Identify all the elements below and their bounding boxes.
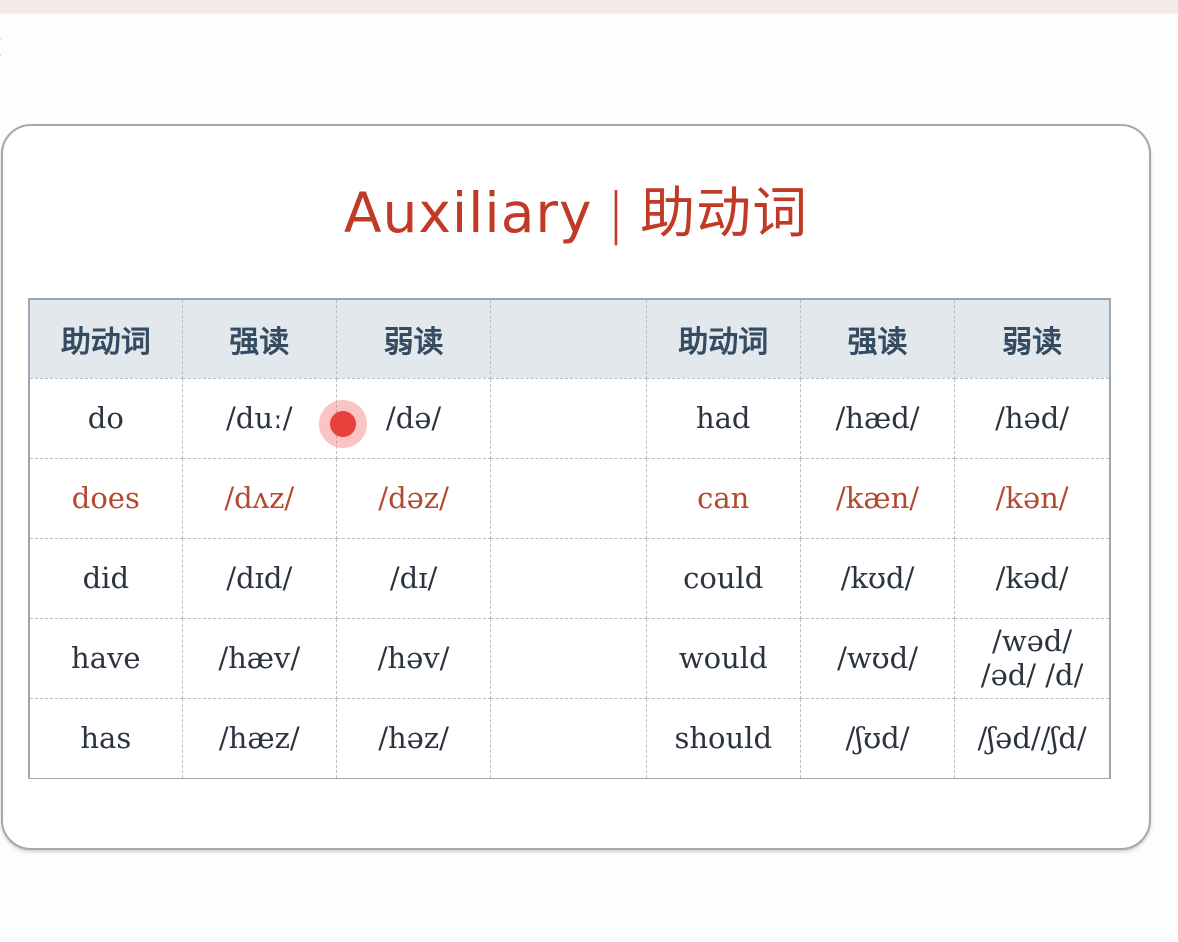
cell-strong: /hæz/ (181, 697, 337, 778)
cell-strong: /wʊd/ (799, 617, 956, 699)
cell-word: had (645, 377, 801, 459)
cell-spacer (490, 617, 647, 699)
cell-weak: /dɪ/ (335, 537, 492, 619)
cell-strong: /duː/ (181, 377, 337, 459)
cell-weak: /kəd/ (954, 537, 1109, 619)
cell-strong: /hæv/ (181, 617, 337, 699)
red-pointer-dot-core (330, 411, 356, 437)
slide-title: Auxiliary | 助动词 (3, 168, 1149, 248)
top-strip (0, 0, 1178, 14)
cell-strong: /kʊd/ (799, 537, 956, 619)
cell-weak: /həv/ (335, 617, 492, 699)
cell-word: would (645, 617, 801, 699)
cell-strong: /dʌz/ (181, 457, 337, 539)
header-auxiliary-right: 助动词 (645, 300, 801, 379)
slide-card: Auxiliary | 助动词 助动词 强读 弱读 助动词 强读 弱读 (1, 124, 1151, 850)
header-strong-left: 强读 (181, 300, 337, 379)
cell-word: should (645, 697, 801, 778)
cell-strong: /dɪd/ (181, 537, 337, 619)
header-strong-right: 强读 (799, 300, 956, 379)
cell-word: could (645, 537, 801, 619)
cell-word: can (645, 457, 801, 539)
cell-word: has (30, 697, 183, 778)
table-row: did /dɪd/ /dɪ/ could /kʊd/ /kəd/ (30, 537, 1109, 619)
back-chevron-icon[interactable]: ‹ (0, 20, 3, 66)
cell-word: do (30, 377, 183, 459)
cell-spacer (490, 377, 647, 459)
cell-weak: /ʃəd//ʃd/ (954, 697, 1109, 778)
cell-weak: /wəd/ /əd/ /d/ (954, 617, 1109, 699)
cell-weak: /kən/ (954, 457, 1109, 539)
cell-weak: /həz/ (335, 697, 492, 778)
table-row: has /hæz/ /həz/ should /ʃʊd/ /ʃəd//ʃd/ (30, 697, 1109, 778)
pronunciation-table: 助动词 强读 弱读 助动词 强读 弱读 do /duː/ /də/ had /h… (28, 298, 1111, 779)
cell-weak: /həd/ (954, 377, 1109, 459)
cell-strong: /hæd/ (799, 377, 956, 459)
cell-weak: /dəz/ (335, 457, 492, 539)
cell-strong: /kæn/ (799, 457, 956, 539)
cell-weak: /də/ (335, 377, 492, 459)
cell-spacer (490, 697, 647, 778)
cell-word: did (30, 537, 183, 619)
cell-word: have (30, 617, 183, 699)
table-header-row: 助动词 强读 弱读 助动词 强读 弱读 (30, 300, 1109, 379)
header-weak-left: 弱读 (335, 300, 492, 379)
table-row: have /hæv/ /həv/ would /wʊd/ /wəd/ /əd/ … (30, 617, 1109, 699)
slide-title-separator: | (606, 181, 627, 245)
red-pointer-dot-icon (319, 400, 367, 448)
slide-title-zh: 助动词 (640, 181, 809, 245)
slide-title-en: Auxiliary (343, 181, 593, 245)
header-spacer (490, 300, 647, 379)
cell-strong: /ʃʊd/ (799, 697, 956, 778)
header-auxiliary-left: 助动词 (30, 300, 183, 379)
table-row: does /dʌz/ /dəz/ can /kæn/ /kən/ (30, 457, 1109, 539)
header-weak-right: 弱读 (954, 300, 1109, 379)
table-row: do /duː/ /də/ had /hæd/ /həd/ (30, 377, 1109, 459)
cell-spacer (490, 537, 647, 619)
cell-spacer (490, 457, 647, 539)
cell-word: does (30, 457, 183, 539)
